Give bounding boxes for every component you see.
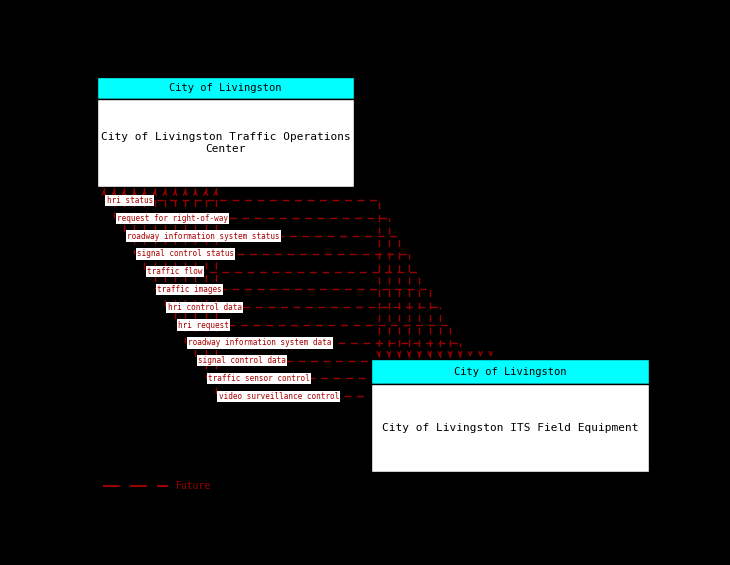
Bar [97,99,354,188]
Text: roadway information system status: roadway information system status [127,232,280,241]
Text: traffic images: traffic images [158,285,222,294]
Bar [97,76,354,188]
Text: Future: Future [176,481,212,492]
Bar [372,384,648,472]
Bar [372,359,648,384]
Text: City of Livingston: City of Livingston [169,82,282,93]
Text: roadway information system data: roadway information system data [188,338,331,347]
Text: traffic flow: traffic flow [147,267,203,276]
Text: signal control data: signal control data [198,356,286,365]
Text: City of Livingston: City of Livingston [453,367,566,377]
Text: signal control status: signal control status [137,249,234,258]
Text: hri request: hri request [178,320,228,329]
Text: request for right-of-way: request for right-of-way [117,214,228,223]
Text: video surveillance control: video surveillance control [218,392,339,401]
Bar [97,76,354,99]
Bar [372,359,648,472]
Text: City of Livingston ITS Field Equipment: City of Livingston ITS Field Equipment [382,423,638,433]
Text: hri control data: hri control data [168,303,242,312]
Text: City of Livingston Traffic Operations
Center: City of Livingston Traffic Operations Ce… [101,132,350,154]
Text: hri status: hri status [107,196,153,205]
Text: traffic sensor control: traffic sensor control [208,374,310,383]
